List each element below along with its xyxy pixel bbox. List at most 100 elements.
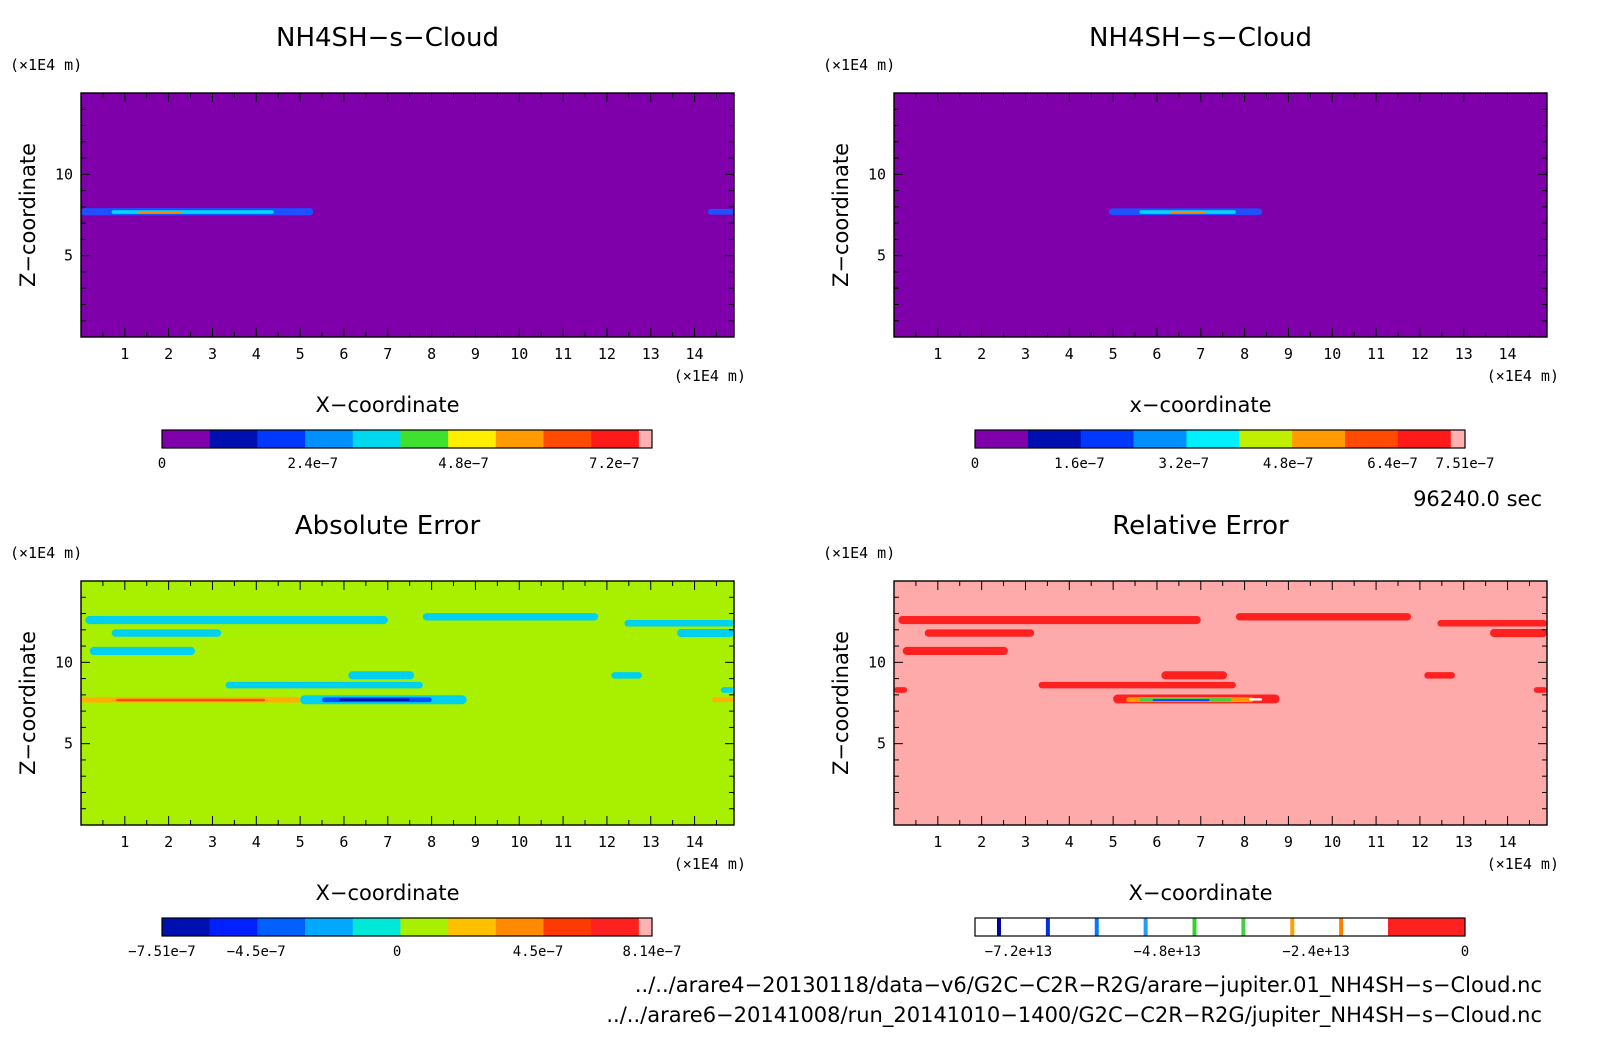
y-tick-label: 10: [55, 653, 73, 671]
contour-layer: [1108, 208, 1263, 216]
colorbar-tick-label: 8.14e−7: [622, 944, 681, 960]
colorbar-tick-label: 7.2e−7: [589, 456, 640, 472]
colorbar-segment: [591, 918, 640, 936]
colorbar-segment: [448, 918, 497, 936]
colorbar-segment: [352, 918, 401, 936]
contour-region: [111, 210, 274, 214]
colorbar-tick-label: 0: [158, 456, 166, 472]
y-axis-label: Z−coordinate: [829, 631, 853, 775]
colorbar-segment: [543, 918, 592, 936]
panel-title: Relative Error: [1112, 511, 1289, 541]
contour-region: [898, 615, 1201, 625]
x-tick-label: 14: [1499, 345, 1517, 363]
x-tick-label: 6: [339, 345, 348, 363]
x-tick-label: 13: [1455, 833, 1473, 851]
panel-title: NH4SH−s−Cloud: [276, 23, 499, 53]
colorbar: 0 1.6e−7 3.2e−7 4.8e−7 6.4e−7 7.51e−7: [971, 429, 1495, 472]
colorbar-tick-label: 4.8e−7: [1263, 456, 1314, 472]
x-tick-label: 2: [164, 345, 173, 363]
x-tick-label: 4: [252, 345, 261, 363]
y-tick-label: 5: [64, 247, 73, 265]
x-tick-label: 2: [977, 345, 986, 363]
contour-region: [111, 629, 222, 637]
colorbar-tick-label: −7.2e+13: [985, 944, 1052, 960]
y-tick-label: 5: [64, 735, 73, 753]
colorbar-tick-label: −2.4e+13: [1282, 944, 1349, 960]
x-tick-label: 13: [642, 833, 660, 851]
colorbar-segment: [448, 430, 497, 448]
colorbar-frame: [974, 429, 1466, 449]
colorbar-tick-label: 0: [393, 944, 401, 960]
contour-region: [137, 211, 182, 214]
x-axis-label: x−coordinate: [1129, 393, 1271, 417]
panel-p3: Absolute Error(×1E4 m)1 2 3 4 5 6 7 8 9 10 11 12 13 1…: [10, 511, 746, 960]
contour-region: [225, 681, 423, 689]
x-unit-label: (×1E4 m): [1487, 855, 1559, 873]
colorbar-segment: [975, 430, 1029, 448]
x-tick-label: 8: [1240, 833, 1249, 851]
x-tick-label: 7: [383, 345, 392, 363]
contour-region: [1170, 211, 1206, 214]
colorbar-tick-label: 4.5e−7: [513, 944, 564, 960]
colorbar-segment: [1133, 430, 1187, 448]
y-tick-label: 5: [877, 247, 886, 265]
colorbar-segment: [400, 918, 449, 936]
x-unit-label: (×1E4 m): [674, 367, 746, 385]
colorbar-segment: [257, 430, 306, 448]
contour-layer: [81, 613, 734, 705]
y-axis-label: Z−coordinate: [829, 143, 853, 287]
x-tick-label: 12: [598, 345, 616, 363]
x-tick-label: 6: [1152, 345, 1161, 363]
colorbar-tick-label: −7.51e−7: [128, 944, 195, 960]
x-tick-label: 6: [339, 833, 348, 851]
colorbar-segment: [1239, 430, 1293, 448]
x-tick-label: 3: [208, 345, 217, 363]
x-tick-label: 3: [1021, 345, 1030, 363]
panel-title: Absolute Error: [295, 511, 481, 541]
colorbar-segment: [209, 918, 258, 936]
contour-region: [1248, 698, 1263, 701]
colorbar-segment: [162, 430, 211, 448]
x-tick-label: 10: [1323, 345, 1341, 363]
y-tick-label: 5: [877, 735, 886, 753]
colorbar-segment: [495, 918, 544, 936]
y-tick-label: 10: [868, 165, 886, 183]
y-unit-label: (×1E4 m): [823, 56, 895, 74]
x-tick-label: 7: [1196, 833, 1205, 851]
colorbar: −7.51e−7 −4.5e−7 0 4.5e−7 8.14e−7: [128, 917, 682, 960]
colorbar-segment: [305, 918, 354, 936]
x-tick-label: 3: [1021, 833, 1030, 851]
colorbar-segment: [1397, 430, 1452, 448]
time-label: 96240.0 sec: [1413, 487, 1542, 511]
contour-region: [1161, 671, 1228, 680]
x-tick-label: 11: [554, 833, 572, 851]
panel-title: NH4SH−s−Cloud: [1089, 23, 1312, 53]
footer-file1: ../../arare4−20130118/data−v6/G2C−C2R−R2…: [635, 973, 1542, 998]
x-tick-label: 1: [933, 833, 942, 851]
colorbar-segment: [1186, 430, 1240, 448]
x-tick-label: 9: [1284, 345, 1293, 363]
x-tick-label: 12: [598, 833, 616, 851]
colorbar-tick-label: −4.8e+13: [1134, 944, 1201, 960]
colorbar: −7.2e+13 −4.8e+13 −2.4e+13 0: [974, 917, 1469, 960]
x-tick-label: 14: [686, 833, 704, 851]
colorbar-segment: [1080, 430, 1135, 448]
contour-region: [624, 620, 734, 627]
plot-frame: [893, 92, 1548, 338]
colorbar-segment: [1388, 918, 1465, 936]
colorbar-frame: [161, 917, 653, 937]
x-tick-label: 4: [1065, 345, 1074, 363]
colorbar-segment: [1027, 430, 1082, 448]
colorbar-segment: [209, 430, 258, 448]
colorbar-segment: [638, 430, 653, 448]
y-tick-label: 10: [55, 165, 73, 183]
colorbar-segment: [543, 430, 592, 448]
panel-p1: NH4SH−s−Cloud(×1E4 m)1 2 3 4 5 6 7 8 9 10 11 12 13 14…: [10, 23, 746, 472]
contour-region: [116, 698, 266, 702]
contour-region: [712, 697, 734, 703]
colorbar-segment: [1292, 430, 1346, 448]
colorbar-tick-label: −4.5e−7: [227, 944, 286, 960]
x-tick-label: 12: [1411, 345, 1429, 363]
contour-region: [339, 698, 410, 701]
contour-region: [85, 615, 388, 625]
